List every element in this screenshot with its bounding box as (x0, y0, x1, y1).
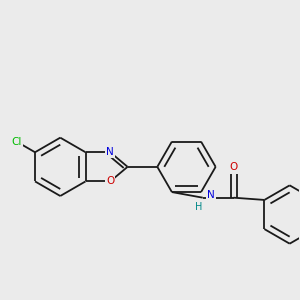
Text: O: O (230, 162, 238, 172)
Text: H: H (195, 202, 202, 212)
Text: O: O (106, 176, 114, 186)
Text: N: N (207, 190, 215, 200)
Text: Cl: Cl (11, 136, 22, 147)
Text: N: N (106, 147, 114, 157)
